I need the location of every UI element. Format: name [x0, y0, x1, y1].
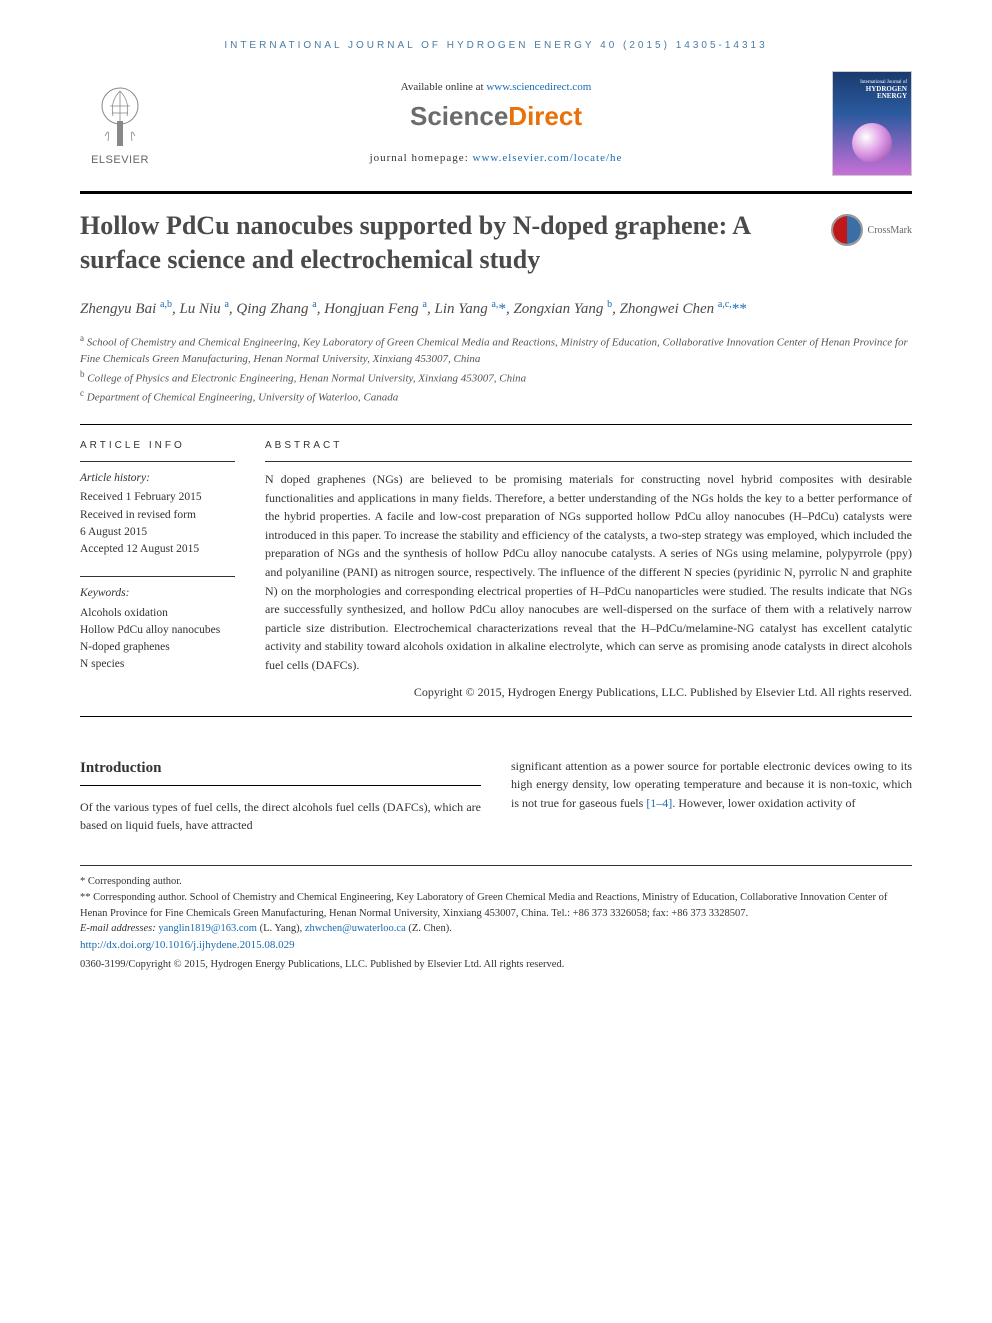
history-revised2: 6 August 2015 — [80, 524, 235, 541]
article-info-column: ARTICLE INFO Article history: Received 1… — [80, 440, 235, 701]
email-line: E-mail addresses: yanglin1819@163.com (L… — [80, 921, 912, 937]
history-received: Received 1 February 2015 — [80, 489, 235, 506]
intro-paragraph-left: Of the various types of fuel cells, the … — [80, 798, 481, 835]
intro-right-suffix: . However, lower oxidation activity of — [672, 796, 855, 810]
keywords-label: Keywords: — [80, 585, 235, 602]
title-row: Hollow PdCu nanocubes supported by N-dop… — [80, 209, 912, 297]
cover-sphere-graphic — [852, 123, 892, 163]
abstract-column: ABSTRACT N doped graphenes (NGs) are bel… — [265, 440, 912, 701]
body-two-column: Introduction Of the various types of fue… — [80, 757, 912, 835]
journal-homepage-text: journal homepage: www.elsevier.com/locat… — [180, 152, 812, 164]
article-history-block: Article history: Received 1 February 201… — [80, 461, 235, 558]
intro-heading-rule — [80, 785, 481, 786]
info-top-rule — [80, 424, 912, 425]
cover-line3: ENERGY — [837, 93, 907, 101]
affiliations-block: a School of Chemistry and Chemical Engin… — [80, 332, 912, 406]
journal-citation-header: INTERNATIONAL JOURNAL OF HYDROGEN ENERGY… — [80, 40, 912, 51]
history-label: Article history: — [80, 470, 235, 487]
corr-author-1: * Corresponding author. — [80, 874, 912, 890]
elsevier-logo: ELSEVIER — [80, 71, 160, 166]
affiliation-a: a School of Chemistry and Chemical Engin… — [80, 332, 912, 368]
history-revised1: Received in revised form — [80, 507, 235, 524]
corresponding-author-footer: * Corresponding author. ** Corresponding… — [80, 865, 912, 973]
citation-link[interactable]: [1–4] — [646, 796, 672, 810]
center-publisher-info: Available online at www.sciencedirect.co… — [180, 71, 812, 164]
info-abstract-row: ARTICLE INFO Article history: Received 1… — [80, 440, 912, 701]
affiliation-c: c Department of Chemical Engineering, Un… — [80, 387, 912, 406]
crossmark-label: CrossMark — [868, 225, 912, 236]
abstract-copyright: Copyright © 2015, Hydrogen Energy Public… — [265, 683, 912, 701]
journal-homepage-link[interactable]: www.elsevier.com/locate/he — [473, 152, 623, 164]
keyword-item: Alcohols oxidation — [80, 605, 235, 622]
keyword-item: Hollow PdCu alloy nanocubes — [80, 622, 235, 639]
body-column-left: Introduction Of the various types of fue… — [80, 757, 481, 835]
doi-link[interactable]: http://dx.doi.org/10.1016/j.ijhydene.201… — [80, 939, 295, 951]
email-name-1: (L. Yang), — [257, 923, 305, 934]
abstract-heading: ABSTRACT — [265, 440, 912, 451]
crossmark-badge[interactable]: CrossMark — [831, 214, 912, 246]
sciencedirect-logo: ScienceDirect — [180, 101, 812, 132]
cover-title: International Journal of HYDROGEN ENERGY — [837, 80, 907, 101]
email-link-1[interactable]: yanglin1819@163.com — [158, 923, 257, 934]
corr-author-2: ** Corresponding author. School of Chemi… — [80, 890, 912, 922]
body-column-right: significant attention as a power source … — [511, 757, 912, 835]
sd-part1: Science — [410, 101, 508, 131]
elsevier-label: ELSEVIER — [91, 154, 149, 166]
homepage-prefix: journal homepage: — [370, 152, 473, 164]
info-bottom-rule — [80, 716, 912, 717]
keyword-item: N-doped graphenes — [80, 639, 235, 656]
aff-a-text: School of Chemistry and Chemical Enginee… — [80, 337, 908, 366]
email-label: E-mail addresses: — [80, 923, 158, 934]
email-link-2[interactable]: zhwchen@uwaterloo.ca — [305, 923, 406, 934]
publisher-banner: ELSEVIER Available online at www.science… — [80, 71, 912, 176]
email-name-2: (Z. Chen). — [406, 923, 452, 934]
footer-copyright: 0360-3199/Copyright © 2015, Hydrogen Ene… — [80, 957, 912, 973]
abstract-text: N doped graphenes (NGs) are believed to … — [265, 461, 912, 675]
journal-cover-thumbnail: International Journal of HYDROGEN ENERGY — [832, 71, 912, 176]
sciencedirect-link[interactable]: www.sciencedirect.com — [486, 81, 591, 93]
authors-list: Zhengyu Bai a,b, Lu Niu a, Qing Zhang a,… — [80, 297, 912, 321]
intro-paragraph-right: significant attention as a power source … — [511, 757, 912, 813]
aff-b-text: College of Physics and Electronic Engine… — [87, 372, 526, 384]
introduction-heading: Introduction — [80, 757, 481, 780]
available-prefix: Available online at — [401, 81, 487, 93]
keyword-item: N species — [80, 656, 235, 673]
available-online-text: Available online at www.sciencedirect.co… — [180, 81, 812, 93]
article-title: Hollow PdCu nanocubes supported by N-dop… — [80, 209, 811, 277]
elsevier-tree-icon — [85, 81, 155, 151]
aff-c-text: Department of Chemical Engineering, Univ… — [87, 392, 399, 404]
affiliation-b: b College of Physics and Electronic Engi… — [80, 368, 912, 387]
sd-part2: Direct — [508, 101, 582, 131]
article-info-heading: ARTICLE INFO — [80, 440, 235, 451]
crossmark-icon — [831, 214, 863, 246]
keywords-block: Keywords: Alcohols oxidation Hollow PdCu… — [80, 576, 235, 673]
header-divider — [80, 191, 912, 194]
history-accepted: Accepted 12 August 2015 — [80, 541, 235, 558]
